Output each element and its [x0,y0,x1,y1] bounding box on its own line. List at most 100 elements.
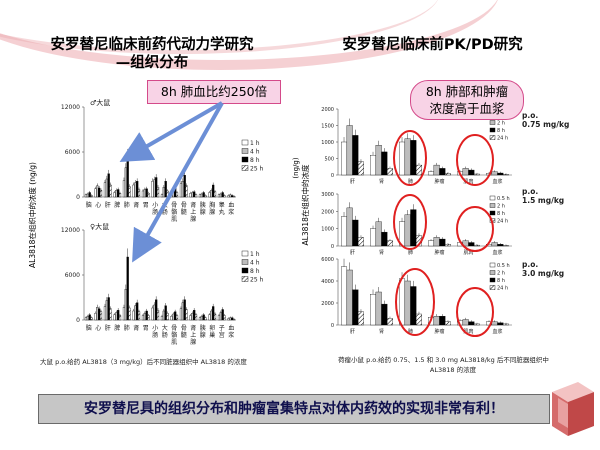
x-tick-label: 肝 [350,179,355,185]
bar [210,310,213,321]
bar [175,315,179,321]
bar [179,308,183,321]
legend-entry: 25 h [250,166,264,173]
bar [172,313,175,321]
x-tick-label: 小肠 [152,324,158,339]
x-tick-label: 胸腺 [209,201,215,216]
panel-label: p.o. 1.5 mg/kg [522,187,564,205]
bar [164,305,167,321]
bar [94,313,97,321]
bar [227,195,230,198]
y-tick-label: 1500 [321,124,334,130]
bar [473,173,480,176]
bar [217,194,221,198]
bar [134,305,137,321]
legend-swatch [241,148,249,154]
bar [185,185,188,198]
bar [166,313,169,321]
chart-female-rat: 0 6000 12000 脑心肝脾肺肾胃小肠大肠骨骼肌骨髓肾上腺胰腺卵巢子宫血浆 1 h… [61,222,264,346]
panel-label: p.o. 0.75 mg/kg [522,111,569,129]
bar [164,181,167,198]
legend-entry: 8 h [497,278,505,284]
bar [212,184,215,198]
bar [415,235,422,247]
bar [156,310,160,321]
chart-dose-15: 0 1000 2000 3000 肝 肾 肺 肿瘤 肌肉 血浆 0.5 h 2 h8 h 24 h p.o… [321,187,564,256]
legend-swatch [489,203,496,208]
bar [181,302,184,321]
legend-swatch [489,135,496,140]
bar [105,178,108,198]
bar [352,289,359,326]
x-tick-label: 胰腺 [200,324,206,339]
bar [194,314,198,321]
legend-entry: 24 h [497,286,508,292]
bar [399,221,406,247]
bar [357,311,364,326]
x-tick-label: 胃 [143,325,149,332]
bar [198,317,202,321]
x-tick-label: 卵巢 [209,324,215,339]
bar [204,317,207,321]
legend-entry: 2 h [497,204,505,210]
bar [96,185,99,198]
decorative-swoosh-inner [0,0,440,54]
bar [375,145,382,176]
bar [357,161,364,176]
legend-swatch [489,195,496,201]
bar [444,244,451,247]
bar [410,140,417,176]
bar [200,193,203,198]
bar [117,189,120,198]
bar [137,189,141,198]
legend-swatch [241,156,249,163]
bar [210,190,213,198]
bar [497,172,504,176]
bar [113,314,116,321]
x-tick-label: 肿瘤 [434,328,444,335]
bar [381,151,388,176]
y-tick-label: 6000 [65,149,80,156]
bar [212,306,215,321]
bar [486,321,493,326]
legend-swatch [489,120,496,125]
bar [124,167,127,198]
bar [223,195,226,198]
x-tick-label: 骨髓 [181,202,187,216]
bar [204,195,207,198]
bar [86,316,89,321]
bar [208,192,211,198]
y-tick-label: 1000 [321,227,334,233]
bar [444,173,451,176]
bar [156,187,160,198]
company-logo: CTTQ 正大天晴 [3,2,113,22]
bar [122,180,126,198]
x-tick-label: 肺 [408,329,413,335]
bar [162,310,165,321]
left-title-line2: —组织分布 [115,55,189,71]
x-tick-label: 胰腺 [200,201,206,216]
bar [198,194,202,198]
x-tick-label: 心 [95,325,101,332]
legend-swatch [489,262,496,268]
bar [189,315,192,321]
decorative-swoosh [0,0,500,70]
bar [160,194,164,198]
bar [132,184,135,198]
bar [433,316,440,326]
bar [352,219,359,247]
x-tick-label: 肝 [350,250,355,256]
bar [200,316,203,321]
x-tick-label: 心 [95,202,101,209]
bar [473,244,480,247]
legend-swatch [489,270,496,275]
bar [231,317,234,321]
x-tick-label: 肺 [124,202,130,209]
x-tick-label: 肿瘤 [434,178,444,185]
bar [181,181,184,198]
bar [404,214,411,247]
bar [84,317,88,321]
bar [103,182,107,198]
right-caption-line1: 荷瘤小鼠 p.o.给药 0.75、1.5 和 3.0 mg AL3818/kg … [338,356,549,364]
